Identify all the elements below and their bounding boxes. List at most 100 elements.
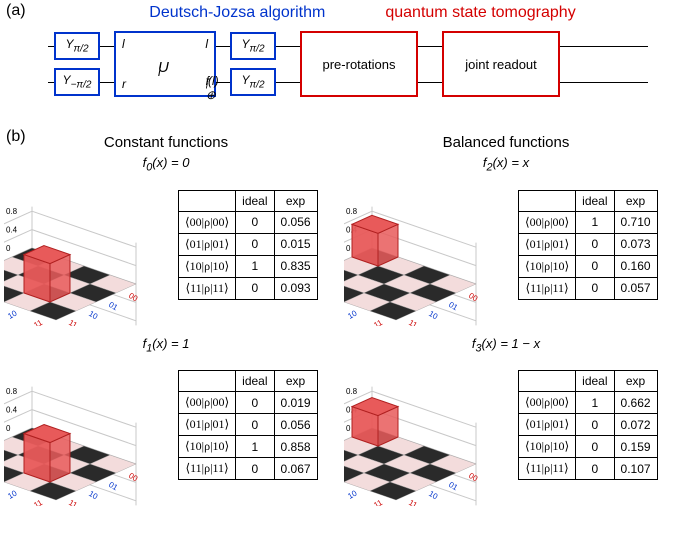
svg-text:0.8: 0.8 <box>6 387 18 396</box>
ideal-cell: 0 <box>576 458 614 480</box>
ideal-cell: 0 <box>576 414 614 436</box>
oracle-center: Ui <box>158 59 161 79</box>
balanced-title: Balanced functions <box>344 134 668 151</box>
ideal-cell: 0 <box>236 233 274 255</box>
readout-box: joint readout <box>442 31 560 97</box>
state-label: ⟨10|ρ|10⟩ <box>179 255 236 277</box>
density-chart: -0.8-0.400.40.80000010110101111 <box>4 176 172 326</box>
oracle-tl: l <box>122 37 125 51</box>
exp-cell: 0.073 <box>614 233 657 255</box>
results-table: idealexp⟨00|ρ|00⟩00.019⟨01|ρ|01⟩00.056⟨1… <box>178 370 318 480</box>
function-block-f0: f0(x) = 0 -0.8-0.400.40.8000001011010111… <box>4 155 328 326</box>
density-chart: -0.8-0.400.40.80000010110101111 <box>4 356 172 506</box>
function-block-f3: f3(x) = 1 − x -0.8-0.400.40.800000101101… <box>344 336 668 507</box>
ideal-cell: 1 <box>236 436 274 458</box>
ideal-cell: 0 <box>236 458 274 480</box>
table-header <box>519 190 576 211</box>
table-row: ⟨01|ρ|01⟩00.056 <box>179 414 318 436</box>
state-label: ⟨11|ρ|11⟩ <box>179 458 236 480</box>
svg-text:0: 0 <box>346 424 351 433</box>
results-table: idealexp⟨00|ρ|00⟩00.056⟨01|ρ|01⟩00.015⟨1… <box>178 190 318 300</box>
state-label: ⟨00|ρ|00⟩ <box>519 392 576 414</box>
state-label: ⟨01|ρ|01⟩ <box>179 233 236 255</box>
section-a: Deutsch-Jozsa algorithm quantum state to… <box>4 4 681 102</box>
gate-ypi2-top2: Yπ/2 <box>230 32 276 60</box>
state-label: ⟨01|ρ|01⟩ <box>519 414 576 436</box>
state-label: ⟨10|ρ|10⟩ <box>179 436 236 458</box>
svg-text:0.8: 0.8 <box>346 387 358 396</box>
table-row: ⟨01|ρ|01⟩00.072 <box>519 414 658 436</box>
svg-text:0: 0 <box>6 244 11 253</box>
table-header: ideal <box>576 190 614 211</box>
exp-cell: 0.835 <box>274 255 317 277</box>
gate-yminuspi2: Y−π/2 <box>54 68 100 96</box>
ideal-cell: 0 <box>576 436 614 458</box>
exp-cell: 0.662 <box>614 392 657 414</box>
table-header: exp <box>614 190 657 211</box>
table-header <box>519 371 576 392</box>
ideal-cell: 1 <box>576 211 614 233</box>
exp-cell: 0.067 <box>274 458 317 480</box>
state-label: ⟨01|ρ|01⟩ <box>179 414 236 436</box>
exp-cell: 0.160 <box>614 255 657 277</box>
ideal-cell: 0 <box>236 211 274 233</box>
exp-cell: 0.072 <box>614 414 657 436</box>
oracle-tr: l <box>205 37 208 51</box>
table-row: ⟨11|ρ|11⟩00.093 <box>179 277 318 299</box>
results-table: idealexp⟨00|ρ|00⟩10.710⟨01|ρ|01⟩00.073 ⟨1… <box>518 190 658 300</box>
exp-cell: 0.057 <box>614 277 657 299</box>
table-row: ⟨11|ρ|11⟩00.107 <box>519 458 658 480</box>
table-header: exp <box>614 371 657 392</box>
balanced-column: Balanced functions f2(x) = x -0.8-0.400.… <box>344 134 668 516</box>
exp-cell: 0.159 <box>614 436 657 458</box>
ideal-cell: 1 <box>576 392 614 414</box>
section-b: Constant functions f0(x) = 0 -0.8-0.400.… <box>4 130 681 516</box>
oracle-bl: r <box>122 77 126 91</box>
title-qst: quantum state tomography <box>385 4 575 22</box>
svg-text:0.4: 0.4 <box>6 406 18 415</box>
state-label: ⟨00|ρ|00⟩ <box>179 211 236 233</box>
svg-text:0.8: 0.8 <box>6 207 18 216</box>
function-block-f1: f1(x) = 1 -0.8-0.400.40.8000001011010111… <box>4 336 328 507</box>
exp-cell: 0.107 <box>614 458 657 480</box>
svg-text:0.8: 0.8 <box>346 207 358 216</box>
table-header: exp <box>274 371 317 392</box>
exp-cell: 0.858 <box>274 436 317 458</box>
table-row: ⟨10|ρ|10⟩00.159 <box>519 436 658 458</box>
table-row: ⟨10|ρ|10⟩10.835 <box>179 255 318 277</box>
constant-column: Constant functions f0(x) = 0 -0.8-0.400.… <box>4 134 328 516</box>
table-row: ⟨00|ρ|00⟩10.662 <box>519 392 658 414</box>
state-label: ⟨11|ρ|11⟩ <box>519 458 576 480</box>
ideal-cell: 0 <box>236 414 274 436</box>
oracle-br: r ⊕ fi(l) <box>206 74 208 91</box>
exp-cell: 0.093 <box>274 277 317 299</box>
table-row: ⟨01|ρ|01⟩00.015 <box>179 233 318 255</box>
prerotations-box: pre-rotations <box>300 31 418 97</box>
function-label: f2(x) = x <box>344 155 668 174</box>
ideal-cell: 0 <box>236 277 274 299</box>
state-label: ⟨10|ρ|10⟩ <box>519 255 576 277</box>
ideal-cell: 0 <box>236 392 274 414</box>
table-row: ⟨00|ρ|00⟩00.019 <box>179 392 318 414</box>
table-row: ⟨11|ρ|11⟩00.067 <box>179 458 318 480</box>
table-row: ⟨00|ρ|00⟩00.056 <box>179 211 318 233</box>
ideal-cell: 0 <box>576 233 614 255</box>
table-header <box>179 190 236 211</box>
state-label: ⟨00|ρ|00⟩ <box>519 211 576 233</box>
svg-text:0: 0 <box>346 244 351 253</box>
state-label: ⟨01|ρ|01⟩ <box>519 233 576 255</box>
table-row: ⟨10|ρ|10⟩10.858 <box>179 436 318 458</box>
title-dj: Deutsch-Jozsa algorithm <box>149 4 325 22</box>
table-row: ⟨00|ρ|00⟩10.710 <box>519 211 658 233</box>
ideal-cell: 0 <box>576 277 614 299</box>
gate-ypi2-top: Yπ/2 <box>54 32 100 60</box>
function-label: f3(x) = 1 − x <box>344 336 668 355</box>
exp-cell: 0.056 <box>274 211 317 233</box>
exp-cell: 0.019 <box>274 392 317 414</box>
svg-text:0.4: 0.4 <box>6 225 18 234</box>
ideal-cell: 0 <box>576 255 614 277</box>
table-header: ideal <box>236 371 274 392</box>
density-chart: -0.8-0.400.40.80000010110101111 <box>344 176 512 326</box>
exp-cell: 0.015 <box>274 233 317 255</box>
quantum-circuit: Yπ/2 Y−π/2 l l r r ⊕ fi(l) Ui Yπ/2 Yπ/2 … <box>48 28 681 102</box>
